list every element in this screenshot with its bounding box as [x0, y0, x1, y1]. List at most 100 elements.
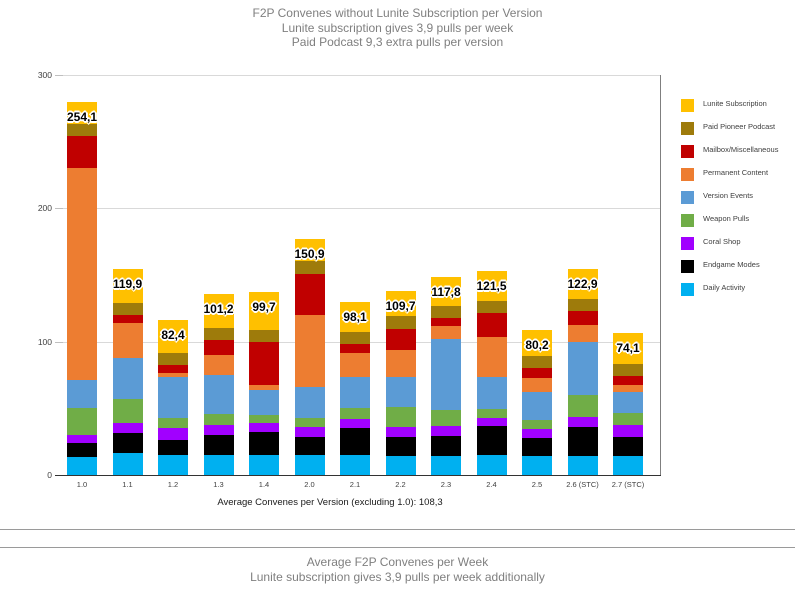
- x-tick-label: 1.4: [258, 480, 270, 489]
- bar-segment-2.2-daily-activity: [385, 456, 416, 475]
- legend-item-endgame-modes: Endgame Modes: [681, 260, 791, 273]
- legend-swatch-icon: [681, 145, 694, 158]
- bar-segment-2.4-lunite-subscription: [476, 270, 507, 301]
- x-axis-line: [55, 475, 661, 476]
- x-tick-label: 1.3: [213, 480, 224, 489]
- bar-segment-2.6STC-coral-shop: [567, 416, 598, 427]
- bar-total-label: 74,1: [616, 341, 640, 355]
- bar-segment-1.2-permanent-content: [158, 373, 188, 377]
- legend-swatch-icon: [681, 214, 694, 227]
- plot-right-border: [660, 75, 661, 475]
- legend-item-weapon-pulls: Weapon Pulls: [681, 214, 791, 227]
- footer-title: Average F2P Convenes per Week: [306, 555, 489, 569]
- gridline-200: [63, 208, 660, 210]
- bar-segment-1.4-paid-pioneer-podcast: [249, 329, 279, 343]
- bar-segment-2.2-weapon-pulls: [385, 406, 416, 427]
- bar-segment-2.5-paid-pioneer-podcast: [522, 355, 552, 369]
- bar-segment-1.4-weapon-pulls: [249, 415, 279, 424]
- bar-segment-1.2-mailbox-miscellaneous: [158, 365, 188, 374]
- bar-segment-2.3-weapon-pulls: [431, 410, 461, 427]
- bar-segment-2.1-weapon-pulls: [340, 408, 370, 419]
- bar-segment-2.2-permanent-content: [385, 350, 416, 377]
- legend-swatch-icon: [681, 168, 694, 181]
- chart-subtitle-1: Lunite subscription gives 3,9 pulls per …: [281, 20, 514, 35]
- legend-item-lunite-subscription: Lunite Subscription: [681, 99, 791, 112]
- bar-segment-2.2-version-events: [385, 376, 416, 407]
- bar-segment-1.2-coral-shop: [158, 428, 188, 441]
- legend-label: Permanent Content: [703, 168, 769, 177]
- bar-segment-2.1-mailbox-miscellaneous: [340, 344, 370, 354]
- divider-line-bottom: [0, 547, 795, 548]
- bar-segment-2.1-coral-shop: [340, 419, 370, 429]
- bar-segment-2.3-paid-pioneer-podcast: [431, 305, 461, 318]
- bar-segment-1.3-version-events: [203, 375, 234, 415]
- bar-segment-2.7STC-lunite-subscription: [613, 333, 643, 364]
- bar-segment-1.0-mailbox-miscellaneous: [67, 136, 97, 169]
- bar-segment-1.3-permanent-content: [203, 355, 234, 375]
- bar-segment-1.3-endgame-modes: [203, 435, 234, 455]
- bar-segment-2.3-lunite-subscription: [431, 277, 461, 306]
- bar-segment-1.1-permanent-content: [112, 323, 143, 359]
- bar-segment-2.4-permanent-content: [476, 336, 507, 377]
- bar-segment-2.6STC-lunite-subscription: [567, 269, 598, 299]
- bar-segment-2.2-endgame-modes: [385, 437, 416, 457]
- bar-segment-1.4-version-events: [249, 390, 279, 415]
- bar-segment-1.0-coral-shop: [67, 435, 97, 444]
- bar-segment-1.0-permanent-content: [67, 168, 97, 381]
- bar-total-label: 109,7: [385, 299, 416, 314]
- bar-segment-1.0-daily-activity: [67, 457, 97, 475]
- legend-item-daily-activity: Daily Activity: [681, 283, 791, 296]
- legend-item-coral-shop: Coral Shop: [681, 237, 791, 250]
- bar-segment-1.0-version-events: [67, 380, 97, 409]
- bar-segment-2.2-coral-shop: [385, 426, 416, 438]
- x-tick-label: 2.1: [349, 480, 361, 489]
- bar-segment-1.3-paid-pioneer-podcast: [203, 327, 234, 341]
- bar-segment-2.6STC-mailbox-miscellaneous: [567, 311, 598, 325]
- x-axis-title: Average Convenes per Version (excluding …: [217, 497, 443, 508]
- bar-segment-2.0-coral-shop: [294, 427, 325, 437]
- bar-segment-1.0-weapon-pulls: [67, 408, 97, 435]
- y-tick-label-100: 100: [37, 336, 52, 347]
- bar-segment-2.5-endgame-modes: [522, 438, 552, 457]
- bar-segment-2.3-endgame-modes: [431, 436, 461, 457]
- bar-segment-2.1-permanent-content: [340, 353, 370, 377]
- x-tick-label: 2.3: [440, 480, 452, 489]
- bar-segment-2.7STC-paid-pioneer-podcast: [613, 363, 643, 377]
- chart-title: F2P Convenes without Lunite Subscription…: [252, 6, 543, 20]
- legend-label: Daily Activity: [703, 283, 746, 292]
- bar-segment-1.4-daily-activity: [249, 455, 279, 475]
- bar-segment-2.3-permanent-content: [431, 326, 461, 340]
- y-tick-label-200: 200: [37, 203, 52, 214]
- bar-segment-2.7STC-mailbox-miscellaneous: [613, 376, 643, 385]
- gridline-300: [63, 75, 660, 76]
- legend-label: Paid Pioneer Podcast: [703, 122, 776, 131]
- bar-segment-2.1-lunite-subscription: [340, 301, 370, 332]
- legend-swatch-icon: [681, 283, 694, 296]
- bar-segment-2.4-version-events: [476, 376, 507, 410]
- x-tick-label: 2.5: [531, 480, 543, 489]
- legend-item-paid-pioneer-podcast: Paid Pioneer Podcast: [681, 122, 791, 135]
- bar-segment-2.5-coral-shop: [522, 429, 552, 439]
- bar-total-label: 119,9: [112, 277, 143, 291]
- x-tick-label: 1.2: [167, 480, 179, 489]
- bar-segment-1.2-version-events: [158, 376, 188, 419]
- legend-label: Coral Shop: [703, 237, 741, 246]
- bar-segment-1.0-endgame-modes: [67, 443, 97, 458]
- y-tick-label-0: 0: [47, 470, 52, 480]
- legend-item-permanent-content: Permanent Content: [681, 168, 791, 181]
- bar-segment-2.6STC-daily-activity: [567, 456, 598, 475]
- bar-segment-2.3-mailbox-miscellaneous: [431, 317, 461, 327]
- bar-segment-2.4-weapon-pulls: [476, 409, 507, 419]
- bar-segment-2.1-version-events: [340, 376, 370, 409]
- bar-total-label: 150,9: [294, 246, 325, 261]
- bar-segment-1.3-lunite-subscription: [203, 294, 234, 328]
- bar-segment-1.1-daily-activity: [112, 453, 143, 475]
- legend-label: Weapon Pulls: [703, 214, 750, 223]
- chart-subtitle-2: Paid Podcast 9,3 extra pulls per version: [291, 35, 504, 49]
- bar-segment-1.1-mailbox-miscellaneous: [112, 315, 143, 324]
- bar-segment-2.1-paid-pioneer-podcast: [340, 331, 370, 345]
- x-tick-label: 2.2: [395, 480, 406, 489]
- bar-segment-2.1-daily-activity: [340, 455, 370, 475]
- bar-segment-2.4-paid-pioneer-podcast: [476, 300, 507, 313]
- bar-segment-1.2-weapon-pulls: [158, 418, 188, 429]
